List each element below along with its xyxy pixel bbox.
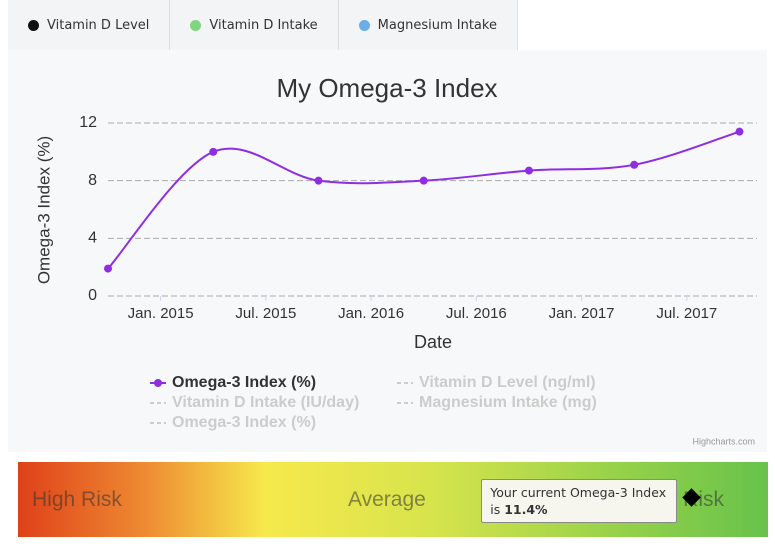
x-tick-label: Jul. 2016 <box>446 305 507 322</box>
x-axis-label: Date <box>414 332 452 352</box>
tab[interactable]: Vitamin D Intake <box>170 0 339 50</box>
x-tick-label: Jan. 2017 <box>549 305 615 322</box>
legend-item[interactable]: Omega-3 Index (%) <box>150 414 316 431</box>
point <box>524 166 533 175</box>
legend-item[interactable]: Omega-3 Index (%) <box>150 374 316 391</box>
chart-title: My Omega-3 Index <box>276 73 497 103</box>
legend-label: Vitamin D Intake (IU/day) <box>172 394 359 411</box>
gauge-label: Average <box>348 488 426 511</box>
tab-dot <box>190 19 202 31</box>
y-axis-label: Omega-3 Index (%) <box>34 136 53 284</box>
x-tick-label: Jul. 2015 <box>235 305 296 322</box>
y-tick-label: 0 <box>88 287 97 304</box>
legend-label: Magnesium Intake (mg) <box>419 394 597 411</box>
chart-background <box>8 50 767 452</box>
point <box>314 176 323 185</box>
legend-marker <box>154 379 162 387</box>
chart: My Omega-3 Index Date Omega-3 Index (%) … <box>8 50 767 452</box>
point <box>735 127 744 136</box>
credits: Highcharts.com <box>692 436 755 446</box>
legend-item[interactable]: Vitamin D Level (ng/ml) <box>397 374 596 391</box>
point <box>419 176 428 185</box>
point <box>209 147 218 156</box>
tab[interactable]: Magnesium Intake <box>338 0 518 50</box>
point <box>630 160 639 169</box>
legend-label: Vitamin D Level (ng/ml) <box>419 374 596 391</box>
tab[interactable]: Vitamin D Level <box>8 0 171 50</box>
x-tick-label: Jul. 2017 <box>656 305 717 322</box>
tab-label: Magnesium Intake <box>377 17 497 33</box>
tab-bar: Vitamin D Level Vitamin D Intake Magnesium… <box>8 0 518 50</box>
tab-dot <box>28 19 39 31</box>
tab-dot <box>358 19 370 31</box>
y-tick-label: 12 <box>79 114 97 131</box>
y-tick-label: 4 <box>88 230 97 247</box>
tab-label: Vitamin D Intake <box>209 17 318 33</box>
legend-item[interactable]: Vitamin D Intake (IU/day) <box>150 394 359 411</box>
legend-item[interactable]: Magnesium Intake (mg) <box>397 394 597 411</box>
legend-label: Omega-3 Index (%) <box>172 374 316 391</box>
tooltip-value: 11.4% <box>504 502 548 517</box>
gauge-label: High Risk <box>32 488 122 511</box>
x-tick-label: Jan. 2015 <box>128 305 194 322</box>
x-tick-label: Jan. 2016 <box>338 305 404 322</box>
tooltip-text: Your current Omega-3 Index is <box>490 485 667 517</box>
y-tick-label: 8 <box>88 172 97 189</box>
risk-gauge: High Risk Average Low Risk Your current Ome… <box>18 462 768 537</box>
tooltip: Your current Omega-3 Index is 11.4% <box>481 479 678 523</box>
tab-label: Vitamin D Level <box>47 17 150 33</box>
legend-label: Omega-3 Index (%) <box>172 414 316 431</box>
point <box>104 264 112 273</box>
